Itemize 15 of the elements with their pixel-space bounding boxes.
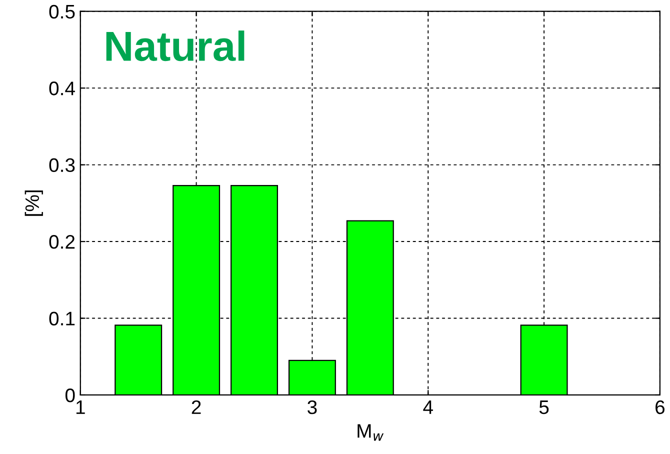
y-tick-label: 0.2 [49, 234, 75, 249]
y-tick-label: 0 [65, 388, 75, 402]
x-tick-label: 6 [656, 400, 665, 414]
x-tick-label: 3 [308, 400, 317, 414]
chart-title: Natural [106, 30, 244, 62]
x-axis-title: M$_{w}$ [358, 424, 384, 441]
y-tick-label: 0.5 [49, 4, 75, 19]
y-axis-title: [%] [24, 190, 43, 216]
y-tick-label: 0.1 [49, 312, 75, 326]
x-tick-label: 5 [539, 400, 549, 414]
x-tick-label: 2 [192, 400, 201, 414]
x-tick-label: 4 [423, 400, 433, 414]
y-tick-label: 0.4 [49, 82, 75, 96]
y-tick-label: 0.3 [49, 158, 75, 172]
x-tick-label: 1 [76, 400, 85, 414]
